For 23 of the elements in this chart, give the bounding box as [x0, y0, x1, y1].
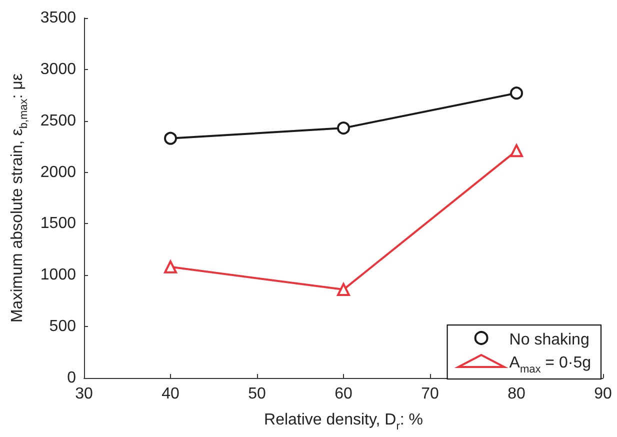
y-tick-label: 3500	[40, 10, 76, 26]
y-tick-label: 3000	[40, 60, 76, 78]
point	[164, 132, 177, 145]
x-tick-label: 80	[508, 386, 526, 402]
x-tick-label: 40	[162, 386, 180, 402]
point	[337, 122, 350, 135]
x-tick-label: 90	[594, 386, 612, 402]
point	[337, 283, 350, 296]
x-tick-label: 50	[248, 386, 266, 402]
y-tick-label: 500	[49, 318, 76, 336]
y-axis-title: Maximum absolute strain, εb,max: με	[9, 73, 30, 323]
y-tick-label: 2000	[40, 164, 76, 181]
point	[510, 144, 523, 158]
y-tick-label: 2500	[40, 112, 76, 130]
point	[510, 86, 523, 100]
y-tick-label: 1000	[40, 266, 76, 284]
x-tick-label: 70	[421, 386, 439, 402]
y-tick-label: 0	[67, 370, 76, 386]
x-tick-label: 60	[334, 386, 352, 402]
legend-label: No shaking	[509, 332, 590, 348]
x-tick-label: 30	[75, 386, 93, 402]
point	[164, 260, 177, 274]
y-tick-label: 1500	[40, 215, 76, 232]
